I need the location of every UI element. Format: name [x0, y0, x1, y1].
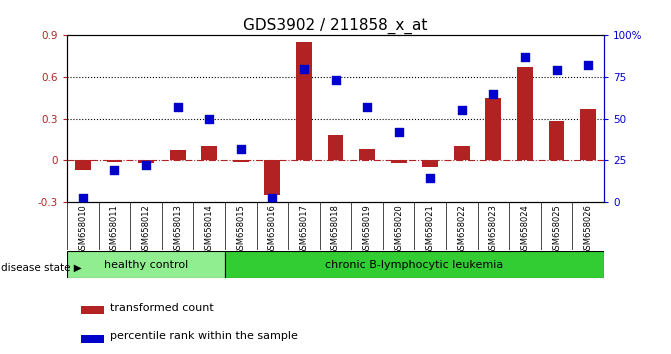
Bar [517, 67, 533, 160]
Point [456, 108, 467, 113]
Point [488, 91, 499, 97]
Text: percentile rank within the sample: percentile rank within the sample [110, 331, 298, 341]
Point [172, 104, 183, 110]
Point [299, 66, 309, 72]
Text: GSM658021: GSM658021 [425, 204, 435, 255]
Bar [67, 251, 225, 278]
Point [393, 129, 404, 135]
Point [267, 196, 278, 201]
Text: GSM658022: GSM658022 [458, 204, 466, 255]
Bar [422, 160, 438, 167]
Bar [359, 149, 375, 160]
Bar [233, 160, 249, 161]
Text: GSM658010: GSM658010 [79, 204, 87, 255]
Text: disease state ▶: disease state ▶ [1, 262, 82, 272]
Text: GSM658016: GSM658016 [268, 204, 277, 255]
Text: GSM658017: GSM658017 [299, 204, 309, 255]
Bar [580, 109, 596, 160]
Text: chronic B-lymphocytic leukemia: chronic B-lymphocytic leukemia [325, 259, 503, 270]
Point [330, 78, 341, 83]
Text: GSM658024: GSM658024 [521, 204, 529, 255]
Point [519, 54, 530, 60]
Bar [201, 146, 217, 160]
Text: GSM658013: GSM658013 [173, 204, 182, 255]
Bar [81, 307, 105, 314]
Text: transformed count: transformed count [110, 303, 213, 313]
Point [236, 146, 246, 152]
Bar [81, 335, 105, 343]
Point [425, 176, 435, 181]
Bar [549, 121, 564, 160]
Text: GSM658014: GSM658014 [205, 204, 213, 255]
Point [582, 63, 593, 68]
Text: GSM658020: GSM658020 [394, 204, 403, 255]
Text: GSM658018: GSM658018 [331, 204, 340, 255]
Point [204, 116, 215, 121]
Text: GSM658023: GSM658023 [489, 204, 498, 255]
Text: GSM658015: GSM658015 [236, 204, 246, 255]
Point [109, 167, 120, 173]
Bar [107, 160, 122, 161]
Bar [75, 160, 91, 170]
Text: GSM658025: GSM658025 [552, 204, 561, 255]
Bar [454, 146, 470, 160]
Bar [486, 98, 501, 160]
Point [78, 196, 89, 201]
Text: GSM658026: GSM658026 [584, 204, 592, 255]
Bar [327, 135, 344, 160]
Text: GSM658011: GSM658011 [110, 204, 119, 255]
Bar [138, 160, 154, 163]
Bar [391, 160, 407, 163]
Bar [296, 42, 312, 160]
Bar [225, 251, 604, 278]
Point [141, 162, 152, 168]
Point [362, 104, 372, 110]
Text: GSM658019: GSM658019 [362, 204, 372, 255]
Text: healthy control: healthy control [104, 259, 188, 270]
Bar [264, 160, 280, 195]
Title: GDS3902 / 211858_x_at: GDS3902 / 211858_x_at [244, 18, 427, 34]
Point [551, 68, 562, 73]
Bar [170, 150, 185, 160]
Text: GSM658012: GSM658012 [142, 204, 150, 255]
